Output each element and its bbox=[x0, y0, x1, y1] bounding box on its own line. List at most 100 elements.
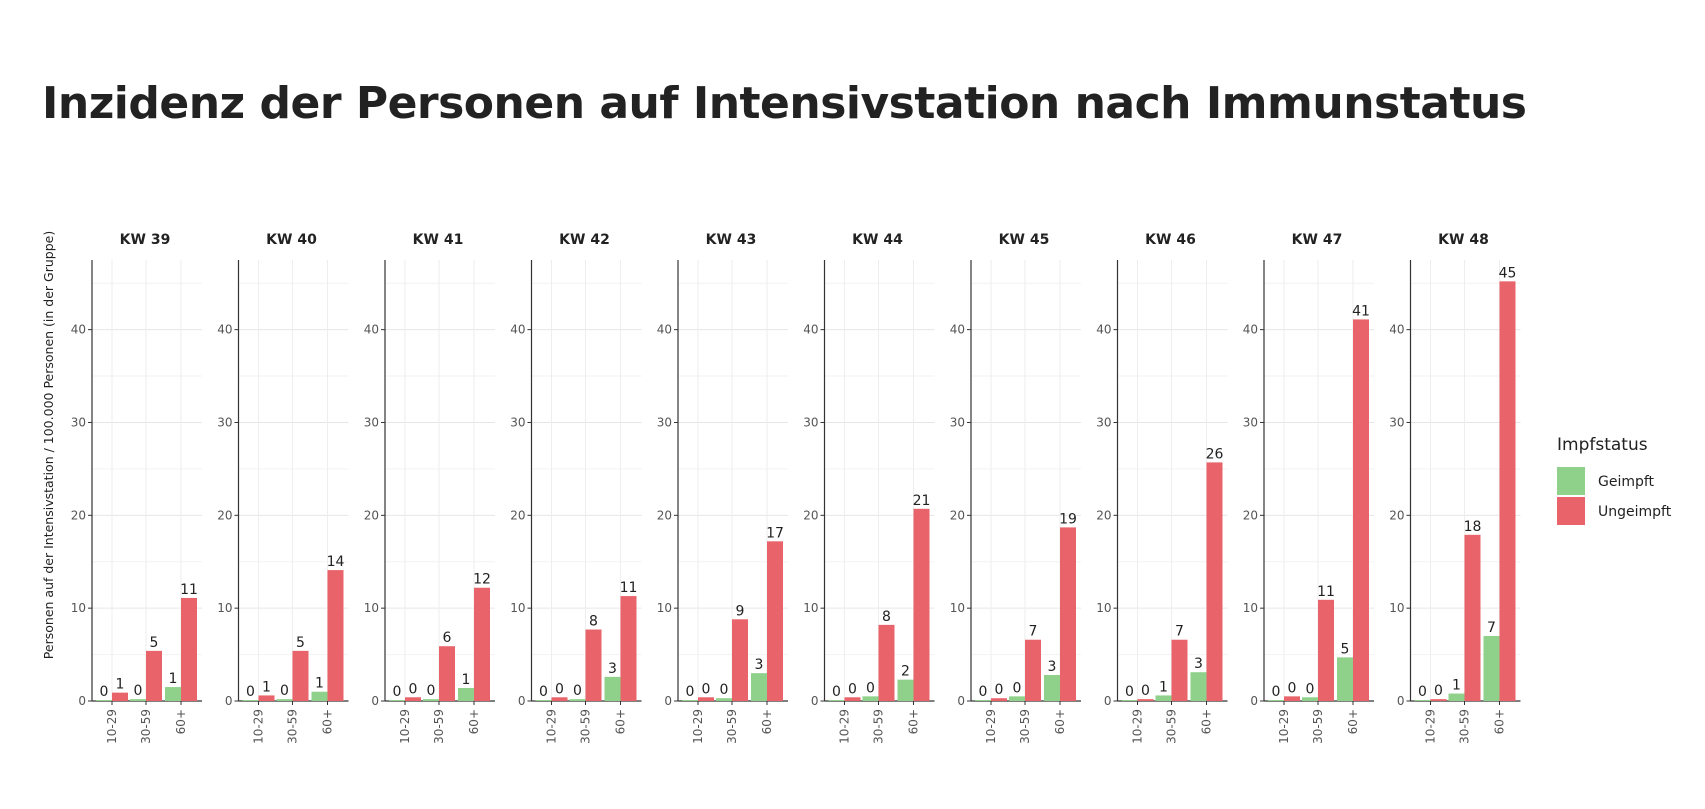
panel-title: KW 42 bbox=[559, 232, 610, 248]
data-label-geimpft: 0 bbox=[686, 684, 695, 700]
y-tick-label: 20 bbox=[71, 508, 86, 522]
data-label-geimpft: 7 bbox=[1487, 620, 1496, 636]
panel-title: KW 44 bbox=[852, 232, 903, 248]
y-tick-label: 40 bbox=[950, 323, 965, 337]
data-label-ungeimpft: 0 bbox=[1434, 683, 1443, 699]
bar-geimpft bbox=[751, 673, 767, 701]
x-tick-label: 60+ bbox=[760, 709, 774, 734]
bar-ungeimpft bbox=[292, 650, 309, 701]
data-label-geimpft: 3 bbox=[755, 657, 764, 673]
data-label-ungeimpft: 21 bbox=[913, 493, 931, 509]
data-label-geimpft: 0 bbox=[979, 684, 988, 700]
bar-geimpft bbox=[389, 700, 405, 701]
bar-geimpft bbox=[862, 696, 879, 701]
data-label-ungeimpft: 11 bbox=[1317, 584, 1335, 600]
page-title: Inzidenz der Personen auf Intensivstatio… bbox=[42, 78, 1527, 129]
x-tick-label: 30-59 bbox=[1018, 709, 1032, 744]
y-tick-label: 30 bbox=[1389, 415, 1404, 429]
data-label-geimpft: 0 bbox=[720, 682, 729, 698]
x-tick-label: 60+ bbox=[1493, 709, 1507, 734]
bar-ungeimpft bbox=[844, 697, 861, 701]
data-label-geimpft: 0 bbox=[1418, 684, 1427, 700]
bar-ungeimpft bbox=[327, 570, 344, 701]
panel-title: KW 48 bbox=[1438, 232, 1489, 248]
bar-geimpft bbox=[1483, 636, 1500, 701]
y-tick-label: 30 bbox=[1096, 415, 1111, 429]
legend: Impfstatus Geimpft Ungeimpft bbox=[1557, 435, 1672, 525]
y-tick-label: 20 bbox=[1096, 508, 1111, 522]
panel-title: KW 39 bbox=[120, 232, 171, 248]
bar-ungeimpft bbox=[1025, 639, 1041, 701]
data-label-geimpft: 3 bbox=[1048, 659, 1057, 675]
y-tick-label: 40 bbox=[657, 323, 672, 337]
bar-geimpft bbox=[276, 699, 293, 701]
x-tick-label: 10-29 bbox=[1277, 709, 1291, 744]
y-axis-label: Personen auf der Intensivstation / 100.0… bbox=[41, 231, 56, 659]
y-tick-label: 30 bbox=[217, 415, 232, 429]
x-tick-label: 10-29 bbox=[252, 709, 266, 744]
y-tick-label: 40 bbox=[1389, 323, 1404, 337]
bar-ungeimpft bbox=[1060, 527, 1076, 701]
bar-geimpft bbox=[1268, 700, 1284, 701]
legend-title: Impfstatus bbox=[1557, 435, 1648, 455]
data-label-geimpft: 0 bbox=[393, 684, 402, 700]
bar-geimpft bbox=[682, 700, 698, 701]
bar-geimpft bbox=[1302, 697, 1318, 701]
x-tick-label: 60+ bbox=[174, 709, 188, 734]
bar-ungeimpft bbox=[1430, 699, 1447, 701]
x-tick-label: 30-59 bbox=[432, 709, 446, 744]
x-tick-label: 60+ bbox=[467, 709, 481, 734]
panel-title: KW 40 bbox=[266, 232, 317, 248]
panel-title: KW 43 bbox=[706, 232, 757, 248]
data-label-geimpft: 0 bbox=[1013, 680, 1022, 696]
data-label-ungeimpft: 11 bbox=[180, 582, 198, 598]
x-tick-label: 60+ bbox=[1053, 709, 1067, 734]
y-tick-label: 10 bbox=[71, 601, 86, 615]
x-tick-label: 30-59 bbox=[286, 709, 300, 744]
bar-ungeimpft bbox=[1464, 534, 1481, 701]
bar-ungeimpft bbox=[474, 587, 490, 701]
bar-geimpft bbox=[535, 700, 552, 701]
bar-ungeimpft bbox=[585, 629, 602, 701]
bar-geimpft bbox=[716, 698, 732, 701]
y-tick-label: 20 bbox=[657, 508, 672, 522]
data-label-ungeimpft: 8 bbox=[882, 609, 891, 625]
bar-ungeimpft bbox=[913, 508, 930, 701]
data-label-ungeimpft: 45 bbox=[1499, 265, 1517, 281]
y-tick-label: 10 bbox=[364, 601, 379, 615]
x-tick-label: 60+ bbox=[321, 709, 335, 734]
x-tick-label: 30-59 bbox=[139, 709, 153, 744]
data-label-ungeimpft: 1 bbox=[116, 677, 125, 693]
data-label-ungeimpft: 0 bbox=[1288, 680, 1297, 696]
panel-title: KW 46 bbox=[1145, 232, 1196, 248]
bar-geimpft bbox=[242, 700, 259, 701]
bar-ungeimpft bbox=[1353, 319, 1369, 701]
y-tick-label: 20 bbox=[1243, 508, 1258, 522]
y-tick-label: 20 bbox=[510, 508, 525, 522]
x-tick-label: 60+ bbox=[614, 709, 628, 734]
legend-swatch-ungeimpft bbox=[1557, 497, 1585, 525]
y-tick-label: 40 bbox=[803, 323, 818, 337]
y-tick-label: 0 bbox=[1104, 694, 1112, 708]
bar-ungeimpft bbox=[1171, 639, 1188, 701]
y-tick-label: 30 bbox=[803, 415, 818, 429]
y-tick-label: 0 bbox=[371, 694, 379, 708]
data-label-geimpft: 3 bbox=[608, 661, 617, 677]
bar-ungeimpft bbox=[878, 624, 895, 701]
bar-geimpft bbox=[165, 687, 181, 701]
y-tick-label: 30 bbox=[657, 415, 672, 429]
x-tick-label: 30-59 bbox=[725, 709, 739, 744]
data-label-ungeimpft: 0 bbox=[1141, 683, 1150, 699]
y-tick-label: 30 bbox=[1243, 415, 1258, 429]
bar-ungeimpft bbox=[181, 597, 197, 701]
y-tick-label: 30 bbox=[71, 415, 86, 429]
data-label-geimpft: 1 bbox=[315, 676, 324, 692]
data-label-geimpft: 0 bbox=[573, 683, 582, 699]
panel-title: KW 47 bbox=[1292, 232, 1343, 248]
